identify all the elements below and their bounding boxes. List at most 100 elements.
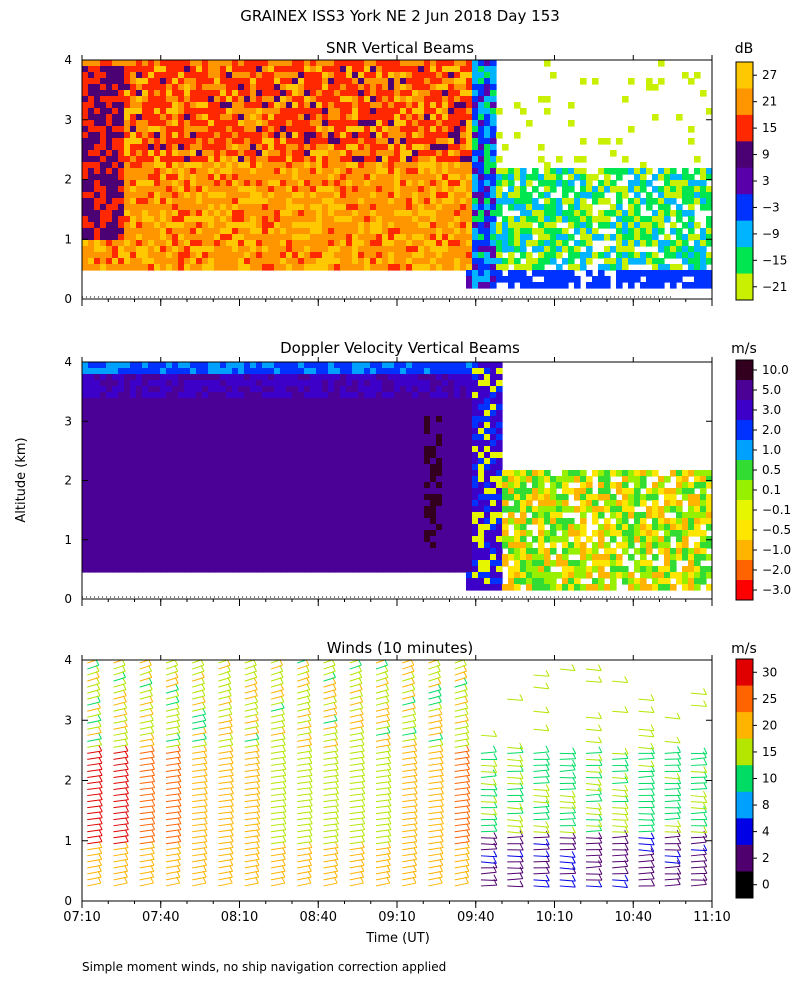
heatmap-cell	[586, 240, 593, 247]
heatmap-cell	[388, 156, 395, 163]
heatmap-cell	[280, 410, 287, 417]
heatmap-cell	[394, 198, 401, 205]
heatmap-cell	[448, 162, 455, 169]
heatmap-cell	[142, 476, 149, 483]
heatmap-cell	[250, 264, 257, 271]
heatmap-cell	[688, 78, 695, 85]
heatmap-cell	[214, 440, 221, 447]
heatmap-cell	[352, 192, 359, 199]
heatmap-cell	[298, 150, 305, 157]
heatmap-cell	[220, 488, 227, 495]
heatmap-cell	[382, 72, 389, 79]
heatmap-cell	[184, 120, 191, 127]
heatmap-cell	[118, 554, 125, 561]
heatmap-cell	[268, 434, 275, 441]
heatmap-cell	[124, 446, 131, 453]
heatmap-cell	[190, 452, 197, 459]
heatmap-cell	[298, 380, 305, 387]
heatmap-cell	[376, 536, 383, 543]
heatmap-cell	[454, 96, 461, 103]
heatmap-cell	[148, 84, 155, 91]
heatmap-cell	[112, 440, 119, 447]
heatmap-cell	[94, 264, 101, 271]
heatmap-cell	[394, 530, 401, 537]
heatmap-cell	[466, 84, 473, 91]
heatmap-cell	[454, 210, 461, 217]
heatmap-cell	[376, 228, 383, 235]
heatmap-cell	[208, 362, 215, 369]
heatmap-cell	[610, 246, 617, 253]
heatmap-cell	[646, 84, 653, 91]
heatmap-cell	[250, 374, 257, 381]
heatmap-cell	[472, 198, 479, 205]
heatmap-cell	[226, 210, 233, 217]
heatmap-cell	[286, 410, 293, 417]
heatmap-cell	[148, 72, 155, 79]
heatmap-cell	[292, 132, 299, 139]
snr-colorbar-unit: dB	[735, 41, 754, 57]
heatmap-cell	[238, 126, 245, 133]
heatmap-cell	[538, 192, 545, 199]
heatmap-cell	[148, 566, 155, 573]
heatmap-cell	[250, 120, 257, 127]
heatmap-cell	[148, 78, 155, 85]
heatmap-cell	[640, 252, 647, 259]
colorbar-label: −3	[762, 200, 780, 214]
heatmap-cell	[328, 500, 335, 507]
heatmap-cell	[118, 398, 125, 405]
heatmap-cell	[268, 102, 275, 109]
heatmap-cell	[694, 156, 701, 163]
heatmap-cell	[178, 108, 185, 115]
heatmap-cell	[304, 452, 311, 459]
heatmap-cell	[196, 216, 203, 223]
heatmap-cell	[232, 440, 239, 447]
heatmap-cell	[400, 84, 407, 91]
heatmap-cell	[178, 368, 185, 375]
heatmap-cell	[286, 246, 293, 253]
heatmap-cell	[388, 404, 395, 411]
heatmap-cell	[442, 96, 449, 103]
heatmap-cell	[100, 440, 107, 447]
heatmap-cell	[154, 264, 161, 271]
heatmap-cell	[388, 428, 395, 435]
heatmap-cell	[508, 246, 515, 253]
heatmap-cell	[394, 60, 401, 67]
heatmap-cell	[598, 180, 605, 187]
heatmap-cell	[292, 554, 299, 561]
heatmap-cell	[256, 222, 263, 229]
heatmap-cell	[370, 246, 377, 253]
heatmap-cell	[502, 216, 509, 223]
heatmap-cell	[334, 374, 341, 381]
heatmap-cell	[154, 470, 161, 477]
heatmap-cell	[196, 494, 203, 501]
heatmap-cell	[676, 240, 683, 247]
heatmap-cell	[670, 222, 677, 229]
heatmap-cell	[406, 198, 413, 205]
heatmap-cell	[154, 90, 161, 97]
heatmap-cell	[346, 530, 353, 537]
heatmap-cell	[550, 228, 557, 235]
heatmap-cell	[202, 138, 209, 145]
heatmap-cell	[88, 192, 95, 199]
heatmap-cell	[466, 264, 473, 271]
heatmap-cell	[280, 174, 287, 181]
heatmap-cell	[268, 476, 275, 483]
heatmap-cell	[448, 186, 455, 193]
heatmap-cell	[364, 90, 371, 97]
heatmap-cell	[172, 452, 179, 459]
heatmap-cell	[376, 102, 383, 109]
heatmap-cell	[106, 102, 113, 109]
heatmap-cell	[184, 422, 191, 429]
heatmap-cell	[526, 222, 533, 229]
heatmap-cell	[178, 464, 185, 471]
heatmap-cell	[508, 234, 515, 241]
heatmap-cell	[340, 84, 347, 91]
heatmap-cell	[178, 120, 185, 127]
heatmap-cell	[202, 240, 209, 247]
heatmap-cell	[82, 428, 89, 435]
heatmap-cell	[274, 374, 281, 381]
heatmap-cell	[622, 234, 629, 241]
heatmap-cell	[202, 542, 209, 549]
heatmap-cell	[640, 228, 647, 235]
heatmap-cell	[160, 120, 167, 127]
